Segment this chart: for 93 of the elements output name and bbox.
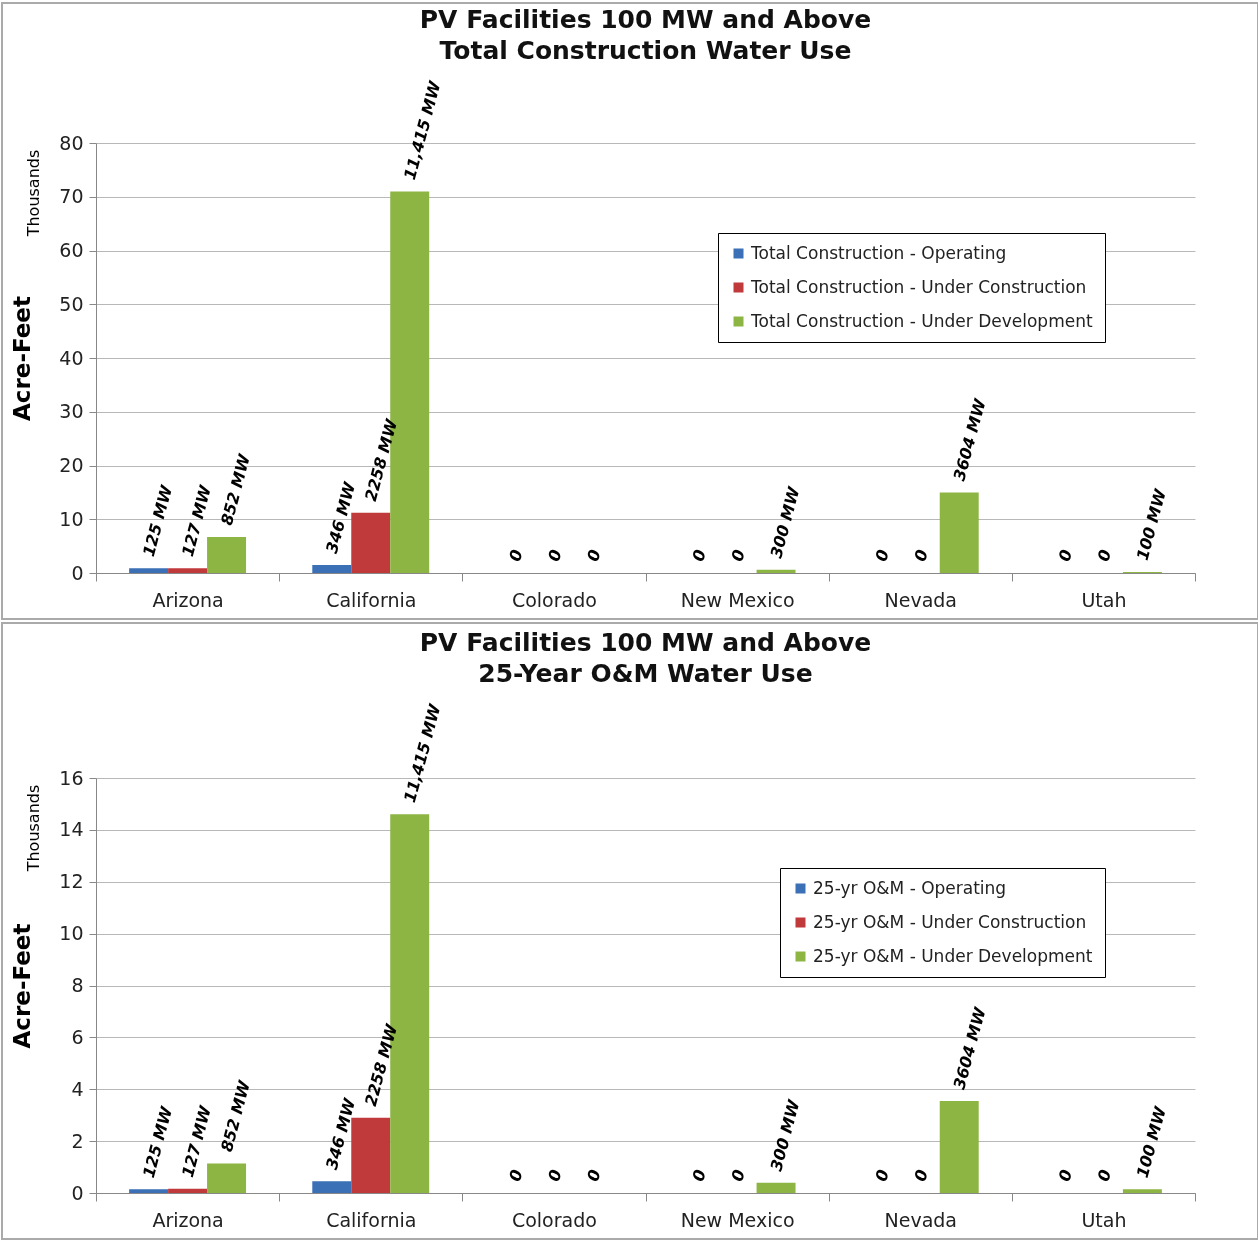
x-tick-label: Nevada	[884, 588, 957, 611]
bar	[129, 1189, 169, 1193]
bar	[939, 492, 979, 573]
y-tick-label: 0	[71, 561, 84, 584]
legend-label: 25-yr O&M - Operating	[813, 877, 1007, 898]
x-tick-label: Utah	[1081, 1208, 1127, 1231]
annotation: 0	[1054, 1167, 1077, 1184]
text: Thousands	[24, 784, 43, 873]
bar	[312, 564, 352, 573]
annotation: 11,415 MW	[400, 78, 445, 182]
annotation: 100 MW	[1132, 485, 1171, 563]
annotation: 0	[505, 1167, 527, 1184]
bar	[168, 568, 208, 573]
x-tick-label: California	[326, 1208, 417, 1231]
y-tick-label: 12	[59, 870, 84, 893]
annotation: 0	[583, 547, 605, 564]
annotation: 11,415 MW	[400, 700, 445, 805]
annotation: 346 MW	[322, 478, 360, 556]
annotation: 0	[727, 1167, 749, 1184]
y-tick-label: 10	[59, 922, 84, 945]
x-tick-label: Colorado	[511, 1208, 597, 1231]
x-tick-label: Arizona	[152, 1208, 224, 1231]
annotation: 2258 MW	[361, 416, 402, 504]
chart-subtitle: 25-Year O&M Water Use	[478, 658, 813, 688]
annotation: 0	[583, 1167, 605, 1184]
legend-label: 25-yr O&M - Under Construction	[813, 911, 1087, 932]
bar	[1122, 1189, 1162, 1193]
annotation: 3604 MW	[949, 1004, 990, 1092]
y-tick-label: 14	[59, 818, 84, 841]
y-tick-label: 8	[71, 974, 84, 996]
annotation: 125 MW	[138, 1103, 177, 1180]
annotation: 0	[910, 547, 932, 564]
text: Thousands	[24, 149, 43, 238]
annotation: 3604 MW	[949, 395, 990, 483]
y-axis-title: Acre-Feet	[9, 923, 36, 1049]
annotation: 0	[871, 547, 893, 564]
y-tick-label: 10	[59, 507, 84, 530]
annotation: 852 MW	[216, 1077, 255, 1154]
bar	[129, 568, 169, 573]
legend-label: 25-yr O&M - Under Development	[813, 945, 1093, 966]
y-tick-label: 0	[71, 1181, 84, 1204]
annotation: 0	[1054, 547, 1077, 564]
bar	[312, 1181, 352, 1193]
annotation: 125 MW	[138, 482, 177, 559]
bar	[756, 1182, 796, 1193]
chart-title: PV Facilities 100 MW and Above	[419, 627, 872, 657]
bar	[168, 1188, 208, 1193]
annotation: 2258 MW	[361, 1021, 402, 1109]
y-tick-label: 40	[59, 346, 84, 369]
legend-label: Total Construction - Under Development	[750, 310, 1093, 331]
bar	[207, 536, 247, 573]
y-tick-label: 16	[59, 766, 84, 789]
x-tick-label: Colorado	[511, 588, 597, 611]
y-tick-label: 30	[59, 400, 84, 423]
x-tick-label: Utah	[1081, 588, 1127, 611]
annotation: 0	[727, 547, 749, 564]
annotation: 300 MW	[766, 1096, 804, 1173]
legend-label: Total Construction - Under Construction	[750, 276, 1087, 297]
annotation: 0	[910, 1167, 932, 1184]
annotation: 852 MW	[216, 451, 255, 528]
annotation: 127 MW	[177, 1102, 216, 1180]
annotation: 0	[1093, 1167, 1115, 1184]
y-tick-label: 60	[59, 239, 84, 261]
annotation: 100 MW	[1132, 1103, 1171, 1180]
y-axis-title: Acre-Feet	[9, 296, 36, 421]
y-tick-label: 70	[59, 185, 84, 208]
bar	[756, 569, 796, 573]
y-tick-label: 2	[71, 1129, 84, 1152]
annotation: 0	[544, 547, 566, 564]
x-tick-label: New Mexico	[680, 1208, 795, 1231]
annotation: 300 MW	[766, 483, 804, 561]
y-tick-label: 20	[59, 454, 84, 476]
x-tick-label: Arizona	[152, 588, 224, 611]
annotation: 0	[1093, 547, 1115, 564]
y-tick-label: 4	[71, 1077, 84, 1100]
annotation: 346 MW	[322, 1095, 360, 1172]
x-tick-label: California	[326, 588, 417, 611]
bar	[939, 1100, 979, 1193]
y-tick-label: 6	[71, 1025, 84, 1048]
legend-label: Total Construction - Operating	[750, 242, 1007, 263]
chart-subtitle: Total Construction Water Use	[439, 35, 852, 65]
bar	[207, 1163, 247, 1193]
annotation: 0	[544, 1167, 566, 1184]
x-tick-label: New Mexico	[680, 588, 795, 611]
chart-title: PV Facilities 100 MW and Above	[419, 4, 872, 34]
annotation: 127 MW	[177, 482, 216, 559]
annotation: 0	[688, 1167, 710, 1184]
y-tick-label: 80	[59, 131, 84, 154]
y-tick-label: 50	[59, 292, 84, 315]
annotation: 0	[871, 1167, 893, 1184]
annotation: 0	[505, 547, 527, 564]
annotation: 0	[688, 547, 710, 564]
x-tick-label: Nevada	[884, 1208, 957, 1231]
